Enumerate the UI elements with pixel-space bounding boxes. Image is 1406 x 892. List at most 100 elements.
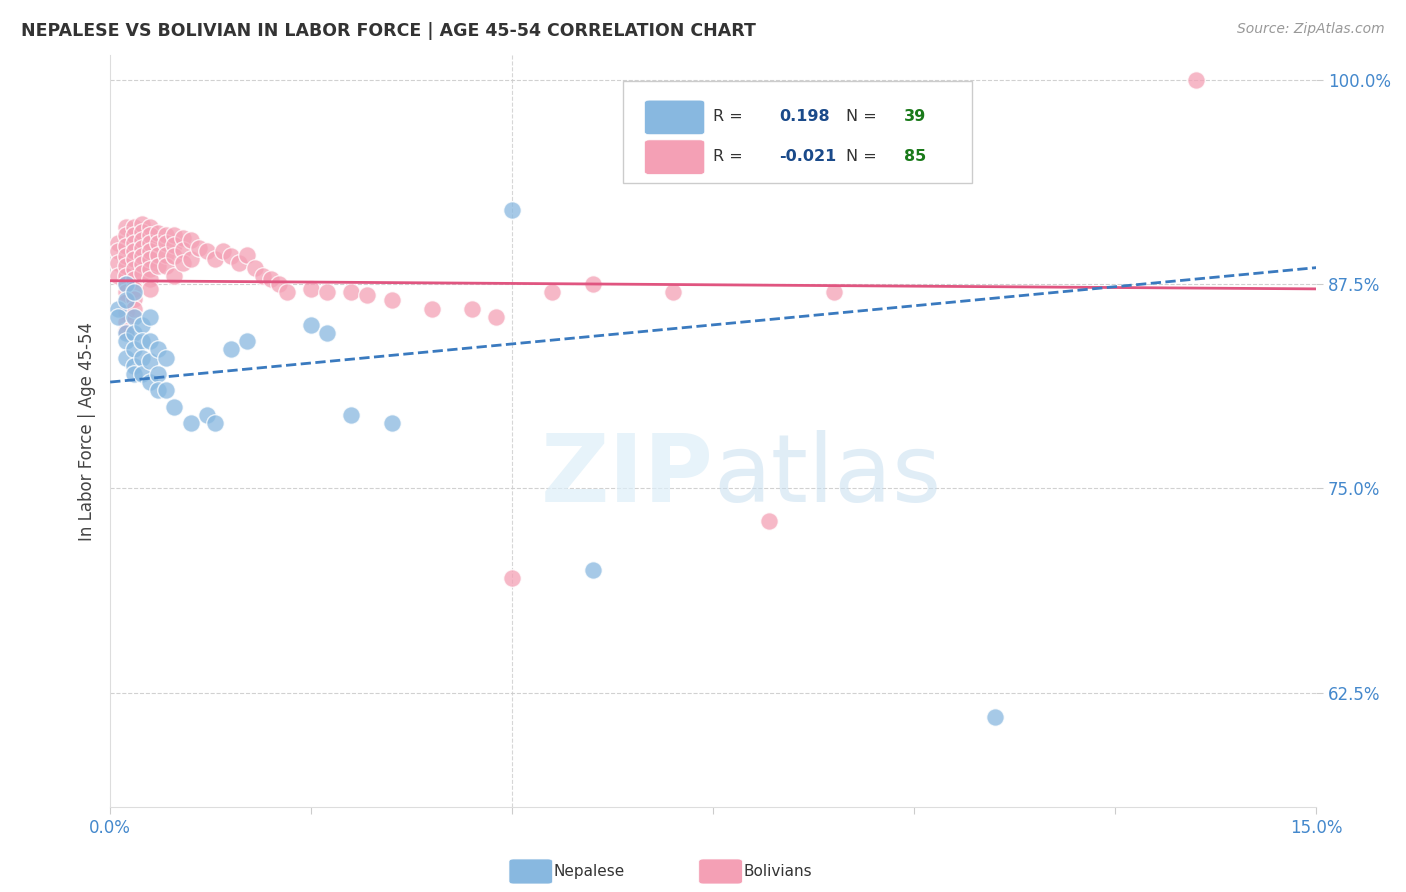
Point xyxy=(115,268,138,283)
Point xyxy=(124,292,146,306)
Y-axis label: In Labor Force | Age 45-54: In Labor Force | Age 45-54 xyxy=(79,322,96,541)
Point xyxy=(501,571,523,585)
Point xyxy=(172,231,194,245)
Point xyxy=(124,343,146,357)
Point xyxy=(172,256,194,270)
Point xyxy=(124,367,146,381)
Point xyxy=(139,252,162,267)
Point xyxy=(260,272,283,286)
Point xyxy=(155,259,177,273)
Point xyxy=(124,326,146,340)
Point xyxy=(131,334,153,349)
Point xyxy=(148,247,170,261)
Point xyxy=(131,225,153,239)
Point xyxy=(148,227,170,241)
Point xyxy=(155,383,177,397)
Point xyxy=(420,301,443,316)
Point xyxy=(252,268,274,283)
Point xyxy=(276,285,298,300)
Point xyxy=(219,343,242,357)
Point xyxy=(115,315,138,329)
Text: Source: ZipAtlas.com: Source: ZipAtlas.com xyxy=(1237,22,1385,37)
Point xyxy=(581,277,603,291)
Point xyxy=(148,383,170,397)
Text: N =: N = xyxy=(846,149,876,164)
Point xyxy=(115,285,138,300)
Point xyxy=(267,277,290,291)
Point xyxy=(163,268,186,283)
Point xyxy=(340,285,363,300)
Text: R =: R = xyxy=(713,109,742,124)
Point xyxy=(131,367,153,381)
Point xyxy=(131,351,153,365)
Text: Bolivians: Bolivians xyxy=(744,864,813,879)
Point xyxy=(115,219,138,234)
Text: -0.021: -0.021 xyxy=(779,149,837,164)
Point xyxy=(204,416,226,430)
Point xyxy=(124,272,146,286)
Text: 39: 39 xyxy=(904,109,927,124)
Point xyxy=(155,247,177,261)
Point xyxy=(823,285,845,300)
Point xyxy=(1184,72,1206,87)
Point xyxy=(124,219,146,234)
Point xyxy=(180,416,202,430)
Point xyxy=(236,334,259,349)
Point xyxy=(124,359,146,373)
Point xyxy=(461,301,484,316)
Point xyxy=(124,227,146,242)
Point xyxy=(115,293,138,308)
FancyBboxPatch shape xyxy=(623,81,973,183)
Text: NEPALESE VS BOLIVIAN IN LABOR FORCE | AGE 45-54 CORRELATION CHART: NEPALESE VS BOLIVIAN IN LABOR FORCE | AG… xyxy=(21,22,756,40)
Point xyxy=(124,244,146,259)
Point xyxy=(211,244,233,259)
Point xyxy=(204,252,226,267)
Point xyxy=(107,244,129,259)
Point xyxy=(139,236,162,251)
Text: N =: N = xyxy=(846,109,876,124)
Point xyxy=(139,262,162,277)
Point xyxy=(758,514,780,528)
Point xyxy=(131,249,153,263)
Point xyxy=(115,325,138,339)
Point xyxy=(155,351,177,365)
Point xyxy=(163,227,186,242)
Text: 85: 85 xyxy=(904,149,927,164)
Point xyxy=(115,351,138,365)
Point xyxy=(340,408,363,422)
Point xyxy=(155,236,177,251)
Point xyxy=(148,343,170,357)
Point xyxy=(131,266,153,280)
Point xyxy=(356,288,378,302)
Point xyxy=(148,367,170,381)
Point xyxy=(316,326,339,340)
Text: Nepalese: Nepalese xyxy=(554,864,626,879)
Point xyxy=(236,247,259,261)
Text: R =: R = xyxy=(713,149,742,164)
Point xyxy=(541,285,564,300)
Point xyxy=(124,285,146,300)
Point xyxy=(115,277,138,291)
Point xyxy=(115,239,138,253)
Point xyxy=(581,563,603,577)
Point xyxy=(139,353,162,368)
Point xyxy=(115,277,138,291)
Point xyxy=(124,301,146,316)
Point xyxy=(131,217,153,231)
Point xyxy=(124,282,146,296)
Point xyxy=(163,237,186,252)
Point xyxy=(148,259,170,273)
Point xyxy=(243,260,266,275)
Point xyxy=(180,252,202,267)
Point xyxy=(148,236,170,251)
Point xyxy=(139,227,162,242)
Point xyxy=(115,295,138,310)
Point xyxy=(107,236,129,251)
Point xyxy=(219,249,242,263)
Point xyxy=(163,400,186,414)
Point xyxy=(299,282,322,296)
Point xyxy=(155,227,177,242)
Point xyxy=(115,249,138,263)
Point xyxy=(501,203,523,218)
Point xyxy=(139,375,162,389)
